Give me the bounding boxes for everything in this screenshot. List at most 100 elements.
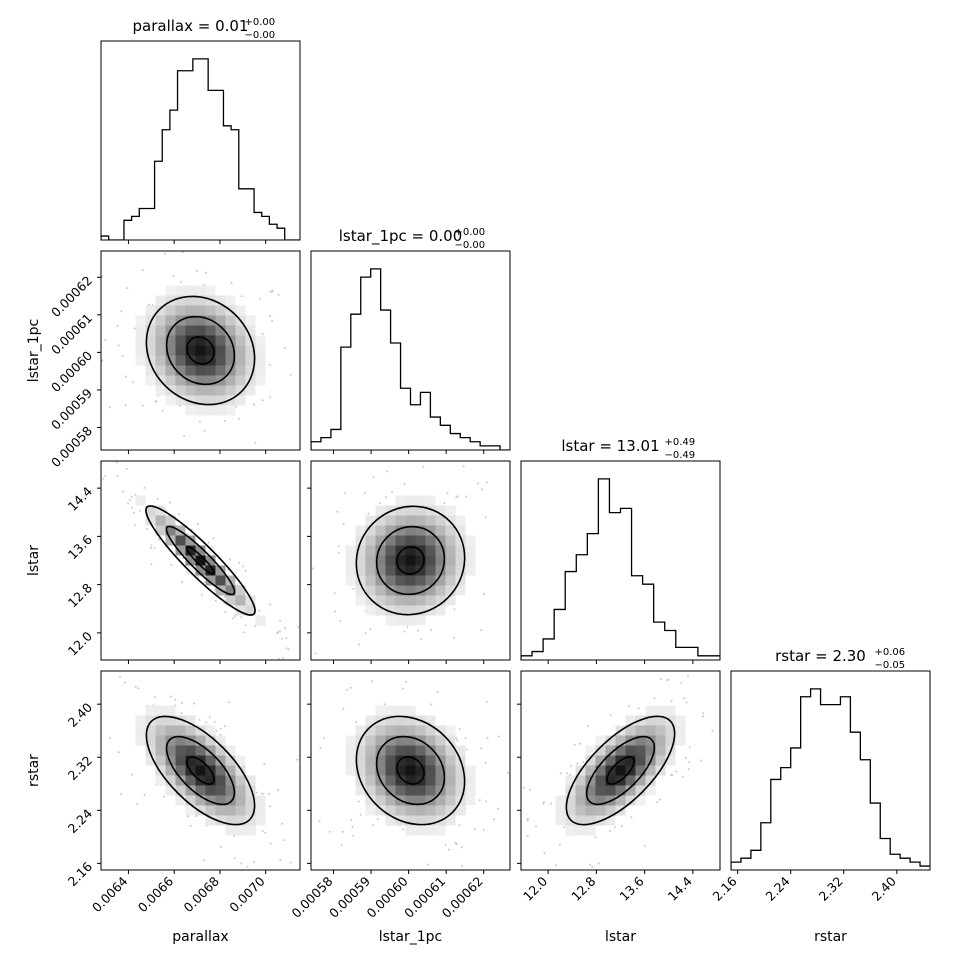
density-cell [565, 805, 576, 816]
density-cell [445, 505, 456, 516]
title-sub-parallax: −0.00 [245, 30, 276, 41]
sample-point [174, 698, 177, 701]
density-cell [465, 785, 476, 796]
density-cell [435, 515, 446, 526]
density-cell [555, 815, 566, 826]
density-cell [245, 805, 256, 816]
density-cell [155, 775, 166, 786]
sample-point [609, 830, 612, 832]
sample-point [212, 537, 215, 540]
sample-point [124, 404, 127, 407]
sample-point [699, 643, 701, 645]
density-cell [455, 775, 466, 786]
sample-point [307, 777, 309, 779]
sample-point [569, 773, 572, 776]
density-cell [375, 535, 386, 546]
density-cell [615, 795, 626, 806]
density-cell [435, 805, 446, 816]
density-cell [405, 715, 416, 726]
density-cell [415, 525, 426, 536]
sample-point [430, 629, 432, 632]
density-cell [675, 735, 686, 746]
contour-line [355, 505, 466, 616]
title-sub-lstar_1pc: −0.00 [455, 240, 486, 251]
sample-point [339, 620, 342, 622]
sample-point [301, 686, 303, 688]
sample-point [582, 761, 585, 764]
density-cell [175, 735, 186, 746]
sample-point [700, 759, 702, 762]
density-cell [175, 535, 186, 546]
density-2-1 [301, 461, 488, 688]
density-cell [135, 495, 146, 506]
histogram-rstar [731, 688, 930, 870]
sample-point [358, 643, 360, 646]
sample-point [333, 592, 336, 595]
density-cell [395, 505, 406, 516]
density-cell [425, 585, 436, 596]
density-cell [425, 765, 436, 776]
sample-point [287, 648, 290, 651]
title-sup-lstar: +0.49 [665, 437, 696, 448]
density-cell [375, 585, 386, 596]
density-cell [195, 325, 206, 336]
sample-point [134, 685, 137, 688]
contour-line [585, 735, 656, 806]
sample-point [597, 862, 600, 865]
density-cell [215, 775, 226, 786]
density-cell [415, 495, 426, 506]
density-cell [605, 775, 616, 786]
density-cell [195, 785, 206, 796]
sample-point [258, 609, 261, 612]
sample-point [403, 482, 406, 485]
sample-point [244, 569, 247, 572]
sample-point [291, 801, 293, 803]
sample-point [33, 384, 35, 386]
sample-point [198, 420, 201, 423]
sample-point [242, 565, 245, 568]
density-cell [635, 755, 646, 766]
sample-point [416, 629, 419, 632]
density-cell [645, 705, 656, 716]
density-cell [605, 805, 616, 816]
density-cell [395, 585, 406, 596]
density-cell [625, 775, 636, 786]
density-cell [225, 775, 236, 786]
contour-line [145, 295, 256, 406]
density-cell [355, 755, 366, 766]
density-cell [405, 575, 416, 586]
density-cell [195, 365, 206, 376]
density-cell [165, 285, 176, 296]
sample-point [455, 737, 458, 740]
density-cell [365, 515, 376, 526]
density-cell [435, 565, 446, 576]
sample-point [120, 793, 123, 795]
sample-point [400, 901, 402, 903]
contour-line [165, 315, 236, 386]
sample-point [722, 733, 724, 735]
density-cell [425, 495, 436, 506]
density-cell [215, 405, 226, 416]
density-cell [205, 365, 216, 376]
density-cell [435, 595, 446, 606]
density-cell [205, 325, 216, 336]
sample-point [342, 707, 345, 710]
density-cell [355, 595, 366, 606]
density-cell [215, 785, 226, 796]
sample-point [483, 592, 486, 595]
density-cell [235, 395, 246, 406]
panels-group: parallax = 0.01+0.00−0.000.000580.000590… [26, 17, 931, 945]
density-cell [345, 765, 356, 776]
sample-point [240, 616, 243, 619]
density-cell [595, 745, 606, 756]
density-cell [185, 745, 196, 756]
density-cell [375, 505, 386, 516]
sample-point [254, 441, 257, 444]
density-cell [135, 345, 146, 356]
sample-point [558, 843, 561, 846]
density-cell [245, 315, 256, 326]
density-cell [215, 735, 226, 746]
sample-point [124, 681, 127, 684]
density-cell [405, 535, 416, 546]
sample-point [279, 858, 282, 861]
